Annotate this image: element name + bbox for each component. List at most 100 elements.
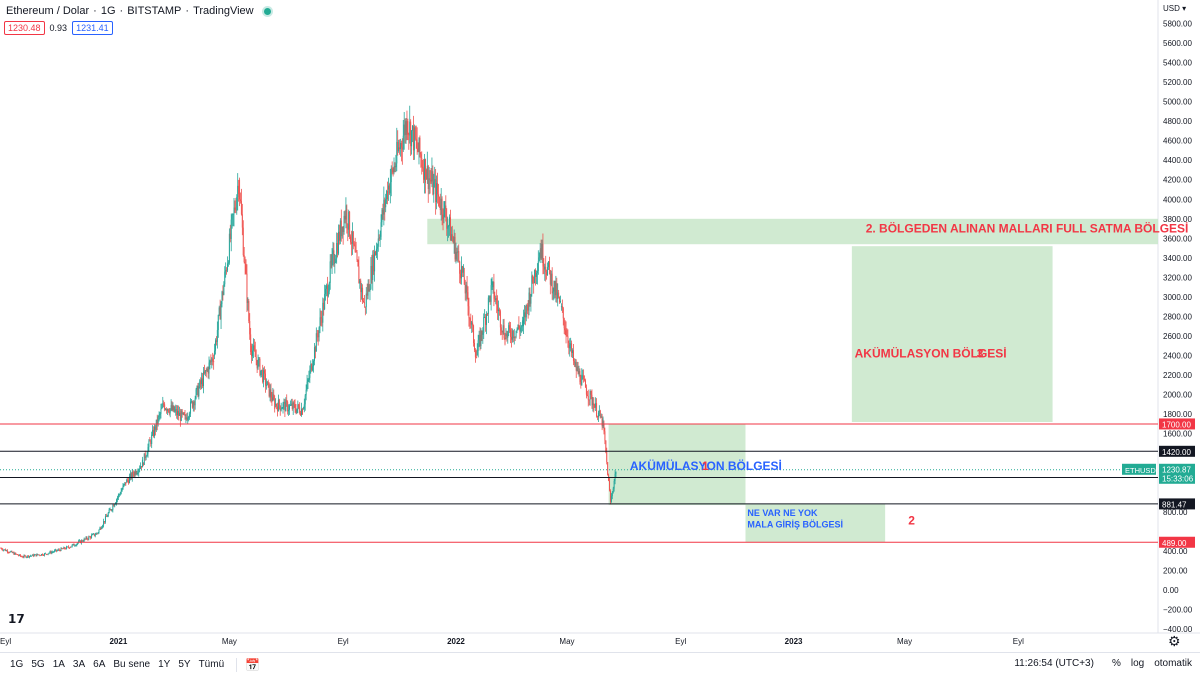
candle-body (607, 462, 609, 476)
candle-body (419, 137, 421, 155)
spread-value: 0.93 (49, 23, 68, 33)
candle-body (286, 400, 288, 402)
candle-body (280, 408, 282, 411)
candle-body (404, 124, 406, 135)
candle-body (324, 294, 326, 310)
candle-body (554, 280, 556, 296)
candle-body (209, 360, 211, 363)
candle-body (368, 283, 370, 292)
candle-body (202, 371, 204, 387)
candle-body (261, 369, 263, 371)
log-scale-toggle[interactable]: log (1130, 658, 1145, 669)
candle-body (263, 370, 265, 382)
candle-body (158, 414, 160, 417)
candle-body (494, 298, 496, 300)
auto-scale-toggle[interactable]: otomatik (1154, 658, 1192, 669)
time-tick-label: May (222, 637, 237, 646)
candle-body (162, 403, 164, 408)
candle-body (10, 551, 12, 552)
candle-body (481, 330, 483, 335)
candle-body (297, 404, 299, 409)
candle-body (345, 205, 347, 220)
candle-body (559, 296, 561, 303)
candle-body (412, 125, 414, 151)
candle-body (505, 333, 507, 337)
zone-rect (745, 503, 886, 543)
level-price-tag (1159, 536, 1195, 548)
price-tick-label: 4000.00 (1163, 195, 1192, 204)
candle-body (18, 554, 20, 556)
percent-scale-toggle[interactable]: % (1111, 658, 1121, 669)
candle-body (499, 311, 501, 328)
candle-body (124, 482, 126, 485)
sell-price-button[interactable]: 1230.48 (4, 21, 45, 35)
candle-body (313, 347, 315, 361)
timeframe-1g-button[interactable]: 1G (10, 659, 24, 670)
candle-body (132, 471, 134, 475)
candle-body (463, 277, 465, 285)
candle-body (156, 419, 158, 425)
interval-label[interactable]: 1G (100, 5, 116, 17)
candle-body (566, 335, 568, 337)
candle-body (462, 266, 464, 273)
candle-body (454, 236, 456, 260)
candle-body (406, 121, 408, 135)
candle-body (486, 313, 488, 325)
candle-body (568, 343, 570, 349)
symbol-name[interactable]: Ethereum / Dolar (6, 5, 90, 17)
candle-body (430, 179, 432, 182)
candle-body (328, 282, 330, 292)
timeframe-1y-button[interactable]: 1Y (158, 659, 171, 670)
timeframe-5y-button[interactable]: 5Y (178, 659, 191, 670)
clock-display[interactable]: 11:26:54 (UTC+3) (1014, 658, 1094, 669)
candle-body (269, 389, 271, 397)
candle-body (431, 171, 433, 182)
buy-price-button[interactable]: 1231.41 (72, 21, 113, 35)
candle-body (143, 453, 145, 465)
timeframe-1a-button[interactable]: 1A (52, 659, 65, 670)
candle-body (241, 214, 243, 228)
candle-body (262, 369, 264, 382)
price-chart[interactable]: 1700.001420.001152.05881.47489.00ETHUSD1… (0, 0, 1200, 652)
candle-body (195, 389, 197, 399)
candle-body (235, 209, 237, 211)
settings-gear-icon[interactable]: ⚙ (1168, 633, 1181, 649)
candle-body (165, 409, 167, 410)
last-price-tag (1159, 463, 1195, 484)
candle-body (540, 248, 542, 259)
candle-body (6, 550, 8, 553)
candle-body (518, 324, 520, 329)
candle-body (497, 304, 499, 312)
candle-body (375, 251, 377, 256)
currency-selector[interactable]: USD ▾ (1163, 4, 1187, 13)
candle-body (383, 199, 385, 215)
candle-body (591, 394, 593, 406)
candle-body (1, 548, 3, 550)
candle-body (315, 333, 317, 352)
candle-body (92, 533, 94, 535)
candle-body (490, 285, 492, 302)
candle-body (289, 405, 290, 410)
goto-date-icon[interactable]: 📅 (245, 657, 261, 672)
candle-body (382, 209, 384, 215)
timeframe-ytd-button[interactable]: Bu sene (113, 659, 151, 670)
candle-body (225, 269, 227, 272)
candle-body (167, 409, 169, 412)
timeframe-3a-button[interactable]: 3A (72, 659, 86, 670)
candle-body (252, 345, 254, 351)
candle-body (14, 552, 16, 555)
candle-body (38, 554, 40, 556)
candle-body (560, 306, 562, 308)
candle-body (605, 440, 607, 453)
candle-body (570, 343, 572, 345)
candle-body (357, 260, 359, 267)
timeframe-all-button[interactable]: Tümü (198, 659, 225, 670)
timeframe-6a-button[interactable]: 6A (93, 659, 106, 670)
candle-body (59, 550, 61, 551)
candle-body (305, 389, 307, 396)
timeframe-5g-button[interactable]: 5G (31, 659, 45, 670)
candle-body (152, 429, 154, 435)
candle-body (413, 127, 415, 151)
price-tick-label: 5000.00 (1163, 98, 1192, 107)
currency-label: USD (1163, 4, 1180, 13)
